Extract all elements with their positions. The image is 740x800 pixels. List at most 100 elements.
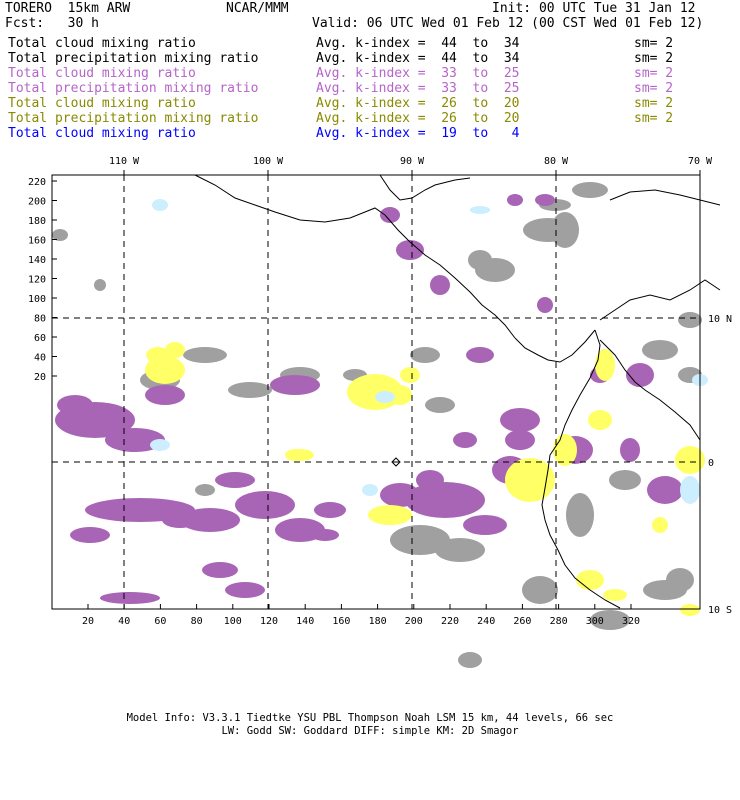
gray-cloud-blob	[468, 250, 492, 270]
purple-cloud-blob	[180, 508, 240, 532]
yellow-cloud-blob	[388, 385, 412, 405]
y-tick-label: 160	[28, 236, 46, 247]
legend-field-2: Total cloud mixing ratio	[8, 66, 196, 81]
legend-kindex-6: Avg. k-index = 19 to 4	[316, 126, 520, 141]
grid-lines	[52, 175, 700, 609]
physics-info: LW: Godd SW: Goddard DIFF: simple KM: 2D…	[221, 725, 519, 737]
purple-cloud-blob	[647, 476, 683, 504]
legend-sm-2: sm= 2	[634, 66, 674, 81]
legend-kindex-5: Avg. k-index = 26 to 20	[316, 111, 520, 126]
legend-sm-0: sm= 2	[634, 36, 674, 51]
blue-cloud-blob	[152, 199, 168, 211]
x-tick-label: 220	[441, 616, 459, 627]
legend-kindex-2: Avg. k-index = 33 to 25	[316, 66, 520, 81]
yellow-cloud-blob	[595, 349, 615, 381]
purple-cloud-blob	[405, 482, 485, 518]
andes-range	[599, 339, 701, 441]
legend-sm-3: sm= 2	[634, 81, 674, 96]
y-tick-label: 60	[34, 333, 46, 344]
y-tick-label: 20	[34, 372, 46, 383]
x-tick-label: 240	[477, 616, 495, 627]
x-tick-label: 80	[191, 616, 203, 627]
map-frame	[51, 174, 701, 610]
legend-field-6: Total cloud mixing ratio	[8, 126, 196, 141]
purple-cloud-blob	[162, 512, 198, 528]
y-tick-label: 120	[28, 275, 46, 286]
legend-field-3: Total precipitation mixing ratio	[8, 81, 259, 96]
gray-cloud-blob	[522, 576, 558, 604]
gray-cloud-blob	[183, 347, 227, 363]
x-tick-label: 140	[296, 616, 314, 627]
valid-time: Valid: 06 UTC Wed 01 Feb 12 (00 CST Wed …	[312, 16, 704, 31]
gray-cloud-blob	[666, 568, 694, 592]
gray-cloud-blob	[390, 525, 450, 555]
yellow-cloud-blob	[146, 347, 170, 363]
x-tick-label: 320	[622, 616, 640, 627]
purple-cloud-blob	[202, 562, 238, 578]
yellow-cloud-blob	[603, 589, 627, 601]
organization-label: NCAR/MMM	[226, 1, 289, 16]
gray-cloud-blob	[458, 652, 482, 668]
purple-cloud-blob	[145, 385, 185, 405]
longitude-label: 90 W	[400, 156, 425, 167]
legend-kindex-1: Avg. k-index = 44 to 34	[316, 51, 520, 66]
gulf-coast	[379, 174, 471, 201]
yellow-cloud-blob	[652, 517, 668, 533]
purple-cloud-blob	[100, 592, 160, 604]
yellow-cloud-blob	[285, 449, 305, 461]
gray-cloud-blob	[435, 538, 485, 562]
gray-cloud-areas	[52, 182, 702, 668]
purple-cloud-blob	[453, 432, 477, 448]
x-tick-label: 200	[405, 616, 423, 627]
gray-cloud-blob	[609, 470, 641, 490]
purple-cloud-blob	[537, 297, 553, 313]
south-america-coast	[541, 329, 621, 609]
x-tick-label: 180	[369, 616, 387, 627]
purple-cloud-blob	[70, 527, 110, 543]
mexico-coastline	[194, 174, 516, 339]
latitude-label: 10 S	[708, 605, 732, 616]
caribbean-coast	[599, 279, 721, 321]
legend-kindex-0: Avg. k-index = 44 to 34	[316, 36, 520, 51]
y-tick-label: 80	[34, 314, 46, 325]
purple-cloud-blob	[626, 363, 654, 387]
lightblue-cloud-areas	[150, 199, 708, 504]
blue-cloud-blob	[375, 391, 395, 403]
galapagos	[391, 457, 401, 467]
yellow-cloud-blob	[368, 505, 412, 525]
longitude-label: 110 W	[109, 156, 140, 167]
cuba-coast	[609, 189, 721, 206]
yellow-cloud-blob	[145, 356, 185, 384]
yellow-cloud-blob	[553, 434, 577, 466]
legend-field-5: Total precipitation mixing ratio	[8, 111, 259, 126]
init-time: Init: 00 UTC Tue 31 Jan 12	[492, 1, 696, 16]
gray-cloud-blob	[410, 347, 440, 363]
purple-cloud-blob	[314, 502, 346, 518]
yellow-cloud-blob	[576, 570, 604, 590]
gray-cloud-blob	[52, 229, 68, 241]
purple-cloud-blob	[535, 194, 555, 206]
legend-field-0: Total cloud mixing ratio	[8, 36, 196, 51]
purple-cloud-blob	[105, 428, 165, 452]
yellow-cloud-blob	[675, 446, 705, 474]
gray-cloud-blob	[425, 397, 455, 413]
latitude-label: 0	[708, 458, 714, 469]
purple-cloud-blob	[463, 515, 507, 535]
gray-cloud-blob	[228, 382, 272, 398]
yellow-cloud-blob	[680, 604, 700, 616]
purple-cloud-blob	[270, 375, 320, 395]
purple-cloud-blob	[507, 194, 523, 206]
y-tick-label: 180	[28, 216, 46, 227]
blue-cloud-blob	[150, 439, 170, 451]
gray-cloud-blob	[678, 312, 702, 328]
legend-sm-4: sm= 2	[634, 96, 674, 111]
legend-sm-1: sm= 2	[634, 51, 674, 66]
legend-kindex-4: Avg. k-index = 26 to 20	[316, 96, 520, 111]
gray-cloud-blob	[572, 182, 608, 198]
gray-cloud-blob	[94, 279, 106, 291]
purple-cloud-blob	[380, 207, 400, 223]
blue-cloud-blob	[680, 476, 700, 504]
legend-field-1: Total precipitation mixing ratio	[8, 51, 259, 66]
x-tick-label: 60	[154, 616, 166, 627]
axis-ticks	[52, 170, 701, 609]
